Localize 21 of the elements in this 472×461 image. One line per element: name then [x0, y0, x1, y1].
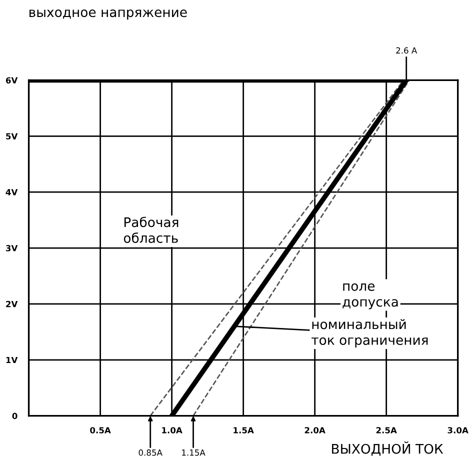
- y-tick-label: 5V: [6, 133, 18, 140]
- x-tick-label: 0.5A: [90, 427, 111, 434]
- x-axis-title: ВЫХОДНОЙ ТОК: [332, 441, 444, 456]
- x-tick-label: 1.0A: [162, 427, 182, 434]
- x-tick-label: 1.5A: [234, 427, 254, 434]
- y-tick-label: 6V: [6, 77, 18, 84]
- y-tick-label: 1V: [6, 356, 18, 364]
- x-tick-label: 2.5A: [376, 427, 397, 434]
- y-tick-label: 4V: [6, 189, 18, 196]
- annotation: 2.6 A: [396, 47, 418, 54]
- x-tick-label: 3.0A: [448, 427, 468, 434]
- x-tick-label: 2.0A: [304, 427, 326, 434]
- annotation: 0.85A: [138, 449, 162, 456]
- annotation: номинальный ток ограничения: [312, 319, 428, 348]
- y-tick-label: 2V: [6, 300, 18, 308]
- y-tick-label: 0: [12, 412, 18, 420]
- annotation: Рабочая область: [124, 216, 178, 243]
- annotation: 1.15A: [182, 450, 206, 456]
- annotation: поле допуска: [342, 283, 398, 310]
- y-axis-title: выходное напряжение: [30, 10, 187, 20]
- y-tick-label: 3V: [6, 245, 18, 252]
